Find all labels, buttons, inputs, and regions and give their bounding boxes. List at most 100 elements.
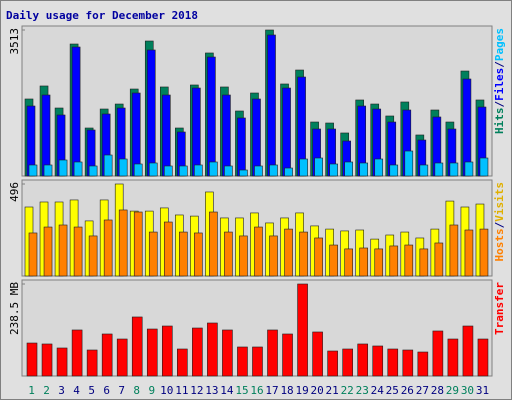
bar — [282, 333, 293, 377]
bar — [479, 157, 489, 177]
x-tick-label: 6 — [103, 384, 110, 397]
bar — [224, 165, 233, 177]
x-tick-label: 10 — [160, 384, 173, 397]
bar — [86, 349, 98, 377]
legend-separator: / — [493, 221, 506, 228]
bar — [146, 328, 158, 377]
legend: Hosts/Visits — [493, 182, 506, 262]
bar — [222, 329, 233, 377]
x-tick-label: 14 — [220, 384, 234, 397]
bar — [417, 351, 429, 377]
legend-separator: / — [493, 61, 506, 68]
bar — [88, 165, 98, 177]
x-tick-label: 18 — [280, 384, 293, 397]
x-tick-label: 30 — [461, 384, 474, 397]
bar — [404, 150, 414, 177]
bar — [163, 165, 173, 177]
x-tick-label: 16 — [250, 384, 263, 397]
x-tick-label: 19 — [295, 384, 308, 397]
bar — [402, 349, 414, 377]
bar — [237, 117, 246, 177]
bar — [357, 343, 369, 377]
x-tick-label: 26 — [401, 384, 414, 397]
bar — [359, 162, 369, 177]
x-tick-label: 9 — [148, 384, 155, 397]
x-tick-label: 15 — [235, 384, 248, 397]
bar — [372, 345, 384, 377]
bar — [118, 209, 128, 277]
x-tick-label: 31 — [476, 384, 489, 397]
bar — [177, 348, 188, 377]
bar — [194, 164, 203, 177]
bar — [282, 87, 291, 177]
x-tick-label: 4 — [73, 384, 80, 397]
bar — [359, 247, 369, 277]
bar — [161, 325, 173, 377]
bar — [269, 235, 278, 277]
bar — [58, 224, 68, 277]
bar — [101, 333, 113, 377]
x-tick-label: 29 — [446, 384, 459, 397]
bar — [462, 325, 474, 377]
bar — [464, 229, 474, 277]
legend-entry: Pages — [493, 28, 506, 61]
bar — [56, 347, 68, 377]
bar — [284, 167, 293, 177]
x-tick-label: 27 — [416, 384, 429, 397]
bar — [116, 338, 128, 377]
x-tick-label: 28 — [431, 384, 444, 397]
bar — [103, 219, 113, 277]
bar — [239, 169, 248, 177]
bar — [103, 154, 113, 177]
y-tick-label: 238.5 MB — [8, 282, 21, 335]
x-tick-label: 25 — [386, 384, 399, 397]
bar — [252, 98, 261, 177]
bar — [43, 164, 53, 177]
x-tick-label: 24 — [371, 384, 385, 397]
legend-entry: Transfer — [493, 282, 506, 335]
y-tick-label: 496 — [8, 182, 21, 202]
bar — [207, 322, 218, 377]
x-tick-label: 1 — [28, 384, 35, 397]
x-tick-label: 20 — [311, 384, 324, 397]
bar — [146, 49, 156, 177]
legend: Transfer — [493, 282, 506, 335]
bar — [254, 165, 263, 177]
bar — [344, 248, 353, 277]
bar — [192, 87, 201, 177]
bar — [434, 162, 444, 177]
bar — [222, 94, 231, 177]
bar — [449, 224, 459, 277]
bar — [239, 235, 248, 277]
bar — [179, 231, 188, 277]
bar — [434, 242, 444, 277]
x-tick-label: 23 — [356, 384, 369, 397]
x-tick-label: 21 — [326, 384, 339, 397]
bar — [194, 232, 203, 277]
bar — [192, 327, 203, 377]
bar — [28, 164, 38, 177]
bar — [131, 316, 143, 377]
legend-entry: Hosts — [493, 228, 506, 261]
x-tick-label: 5 — [88, 384, 95, 397]
bar — [387, 348, 399, 377]
bar — [41, 94, 51, 177]
bar — [71, 46, 81, 177]
legend-entry: Visits — [493, 182, 506, 222]
bar — [207, 56, 216, 177]
bar — [41, 343, 53, 377]
x-tick-label: 11 — [175, 384, 188, 397]
bar — [299, 231, 308, 277]
bar — [329, 244, 338, 277]
y-tick-label: 3513 — [8, 28, 21, 55]
bar — [209, 161, 218, 177]
bar — [73, 226, 83, 277]
bar — [329, 163, 338, 177]
bar — [252, 346, 263, 377]
bar — [43, 226, 53, 277]
chart-title: Daily usage for December 2018 — [6, 9, 198, 22]
bar — [449, 162, 459, 177]
bar — [118, 158, 128, 177]
